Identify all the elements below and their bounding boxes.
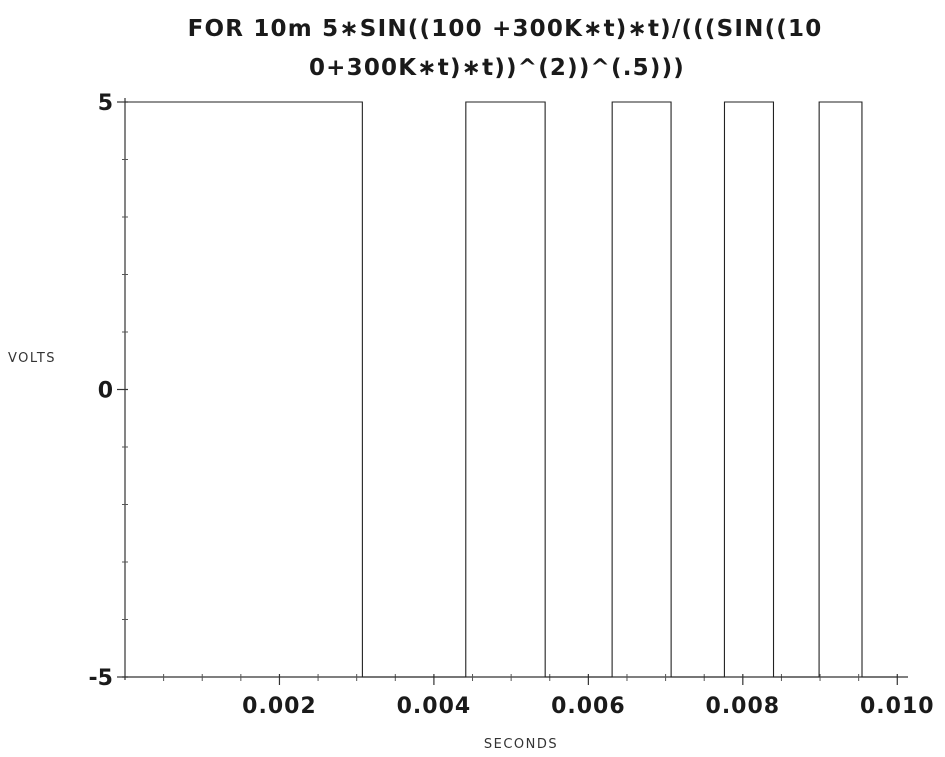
x-tick-label: 0.006 xyxy=(551,694,626,719)
series-line-0 xyxy=(125,101,898,678)
chart-title-line-2: 0+300K∗t)∗t))^(2))^(.5))) xyxy=(309,55,685,81)
x-tick-label: 0.010 xyxy=(860,694,935,719)
y-axis-label: VOLTS xyxy=(8,351,56,366)
x-tick-label: 0.002 xyxy=(242,694,317,719)
y-tick-label: 5 xyxy=(98,91,113,116)
x-axis-label: SECONDS xyxy=(484,737,558,752)
x-tick-label: 0.008 xyxy=(706,694,781,719)
x-tick-label: 0.004 xyxy=(397,694,472,719)
plot-area: -5 0 5 0.002 0.004 0.006 0.008 0.010 xyxy=(89,91,935,719)
chart-title-line-1: FOR 10m 5∗SIN((100 +300K∗t)∗t)/(((SIN((1… xyxy=(188,16,823,42)
y-tick-label: 0 xyxy=(98,379,113,404)
y-tick-label: -5 xyxy=(89,666,113,691)
